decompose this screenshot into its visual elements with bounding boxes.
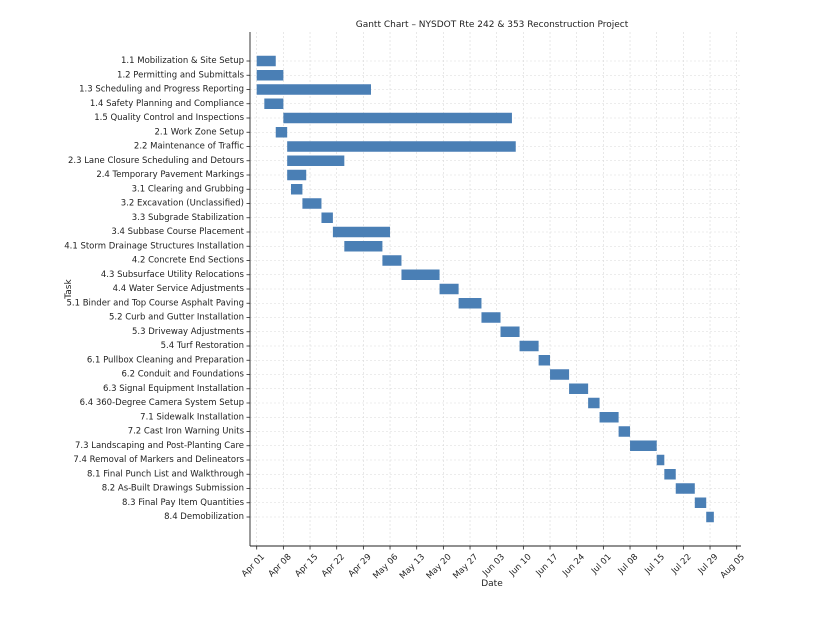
task-bar [656,454,665,466]
x-tick-label: Jul 22 [669,552,694,577]
x-tick-label: Apr 08 [267,552,294,579]
y-tick-label: 3.4 Subbase Course Placement [111,227,244,237]
x-tick-label: May 20 [425,552,454,581]
task-bar [302,198,322,209]
x-tick-label: Jun 17 [534,552,561,579]
task-bar [664,469,676,480]
y-tick-label: 6.3 Signal Equipment Installation [103,384,244,394]
y-tick-label: 3.2 Excavation (Unclassified) [121,199,244,209]
x-tick-label: Jul 01 [589,552,614,577]
task-bar [618,426,631,437]
y-tick-label: 3.1 Clearing and Grubbing [132,184,244,194]
task-bar [588,397,600,409]
y-tick-label: 5.3 Driveway Adjustments [132,327,245,337]
chart-title: Gantt Chart – NYSDOT Rte 242 & 353 Recon… [356,20,629,30]
y-tick-layer: 1.1 Mobilization & Site Setup 1.2 Permitt… [64,56,250,522]
y-tick-label: 5.1 Binder and Top Course Asphalt Paving [67,298,245,308]
y-tick-label: 4.1 Storm Drainage Structures Installati… [64,241,244,251]
task-bar [519,340,539,352]
task-bar [550,369,570,380]
grid-layer [250,32,741,546]
y-tick-label: 1.1 Mobilization & Site Setup [121,56,244,66]
task-bar [706,511,714,523]
x-tick-label: Apr 22 [320,552,347,579]
task-bar [401,269,440,280]
y-tick-label: 6.1 Pullbox Cleaning and Preparation [87,355,244,365]
x-tick-label: Apr 01 [240,552,267,579]
y-tick-label: 7.1 Sidewalk Installation [140,412,244,422]
task-bar [458,298,482,309]
task-bar [283,112,512,124]
y-tick-label: 2.2 Maintenance of Traffic [134,142,244,152]
y-tick-label: 4.2 Concrete End Sections [132,256,245,266]
x-tick-label: Apr 15 [293,552,320,579]
y-tick-label: 8.2 As-Built Drawings Submission [102,484,244,494]
y-tick-label: 6.4 360-Degree Camera System Setup [80,398,244,408]
y-tick-label: 2.4 Temporary Pavement Markings [96,170,244,180]
task-bar [264,98,284,109]
y-tick-label: 1.3 Scheduling and Progress Reporting [79,85,244,95]
task-bar [256,55,276,67]
task-bar [569,383,589,394]
task-bar [256,84,371,95]
x-tick-label: Jul 29 [696,552,721,577]
x-tick-label: May 13 [398,552,427,581]
y-tick-label: 8.1 Final Punch List and Walkthrough [87,469,244,479]
x-tick-label: Jul 15 [642,552,667,577]
y-tick-label: 8.4 Demobilization [164,512,244,522]
task-bar [287,141,516,152]
task-bar [481,312,501,323]
task-bar [275,127,288,138]
y-tick-label: 1.2 Permitting and Submittals [117,70,245,80]
task-bar [332,226,391,238]
y-tick-label: 7.4 Removal of Markers and Delineators [73,455,244,465]
y-tick-label: 2.1 Work Zone Setup [154,127,244,137]
y-tick-label: 3.3 Subgrade Stabilization [132,213,244,223]
task-bar [599,412,619,423]
x-tick-label: Jun 10 [507,552,534,579]
task-bar [675,483,695,494]
task-bar [287,155,345,166]
x-axis-label: Date [481,579,503,589]
task-bar [256,70,284,81]
y-tick-label: 7.2 Cast Iron Warning Units [128,427,245,437]
task-bar [694,497,707,508]
y-tick-label: 7.3 Landscaping and Post-Planting Care [75,441,244,451]
task-bar [321,212,333,223]
x-tick-label: Jun 03 [480,552,507,579]
x-tick-label: Jul 08 [616,552,641,577]
task-bar [538,355,551,366]
task-bar [382,255,402,266]
y-tick-label: 4.3 Subsurface Utility Relocations [101,270,245,280]
task-bar [287,169,307,181]
y-tick-label: 6.2 Conduit and Foundations [122,370,245,380]
bar-layer [256,55,714,523]
y-tick-label: 5.4 Turf Restoration [161,341,244,351]
task-bar [630,440,657,451]
x-tick-label: Jun 24 [560,552,587,579]
task-bar [344,241,383,252]
x-tick-label: May 27 [451,552,480,581]
y-axis-label: Task [64,279,74,300]
y-tick-label: 2.3 Lane Closure Scheduling and Detours [68,156,245,166]
x-tick-label: Apr 29 [347,552,374,579]
y-tick-label: 1.4 Safety Planning and Compliance [90,99,244,109]
x-tick-label: Aug 05 [719,552,747,580]
task-bar [290,184,303,195]
y-tick-label: 4.4 Water Service Adjustments [113,284,245,294]
y-tick-label: 5.2 Curb and Gutter Installation [109,313,244,323]
task-bar [439,283,459,295]
x-tick-label: May 06 [371,552,400,581]
y-tick-label: 1.5 Quality Control and Inspections [94,113,244,123]
y-tick-label: 8.3 Final Pay Item Quantities [122,498,245,508]
task-bar [500,326,520,337]
